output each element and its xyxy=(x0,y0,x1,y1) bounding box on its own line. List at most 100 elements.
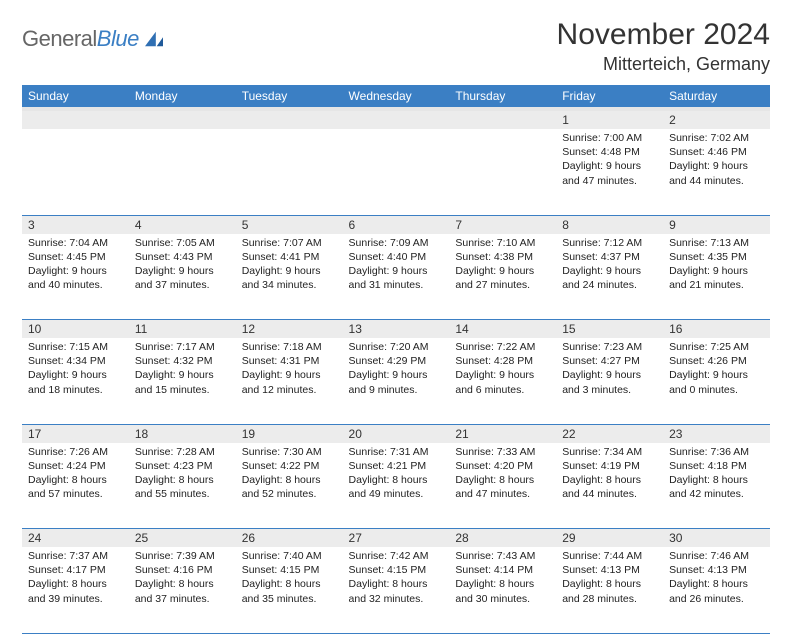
daylight-text: Daylight: 8 hours and 35 minutes. xyxy=(242,577,337,605)
daylight-text: Daylight: 8 hours and 52 minutes. xyxy=(242,473,337,501)
daylight-text: Daylight: 9 hours and 34 minutes. xyxy=(242,264,337,292)
sunrise-text: Sunrise: 7:05 AM xyxy=(135,236,230,250)
sunset-text: Sunset: 4:18 PM xyxy=(669,459,764,473)
day-cell: Sunrise: 7:33 AMSunset: 4:20 PMDaylight:… xyxy=(449,443,556,529)
day-number: 23 xyxy=(663,424,770,443)
sunrise-text: Sunrise: 7:13 AM xyxy=(669,236,764,250)
sunrise-text: Sunrise: 7:23 AM xyxy=(562,340,657,354)
sunrise-text: Sunrise: 7:46 AM xyxy=(669,549,764,563)
day-cell: Sunrise: 7:15 AMSunset: 4:34 PMDaylight:… xyxy=(22,338,129,424)
sunset-text: Sunset: 4:24 PM xyxy=(28,459,123,473)
sail-icon xyxy=(143,30,165,48)
sunset-text: Sunset: 4:21 PM xyxy=(349,459,444,473)
day-cell: Sunrise: 7:39 AMSunset: 4:16 PMDaylight:… xyxy=(129,547,236,633)
daylight-text: Daylight: 9 hours and 37 minutes. xyxy=(135,264,230,292)
day-number: 8 xyxy=(556,215,663,234)
location-label: Mitterteich, Germany xyxy=(557,54,770,75)
brand-name-a: General xyxy=(22,26,97,51)
month-title: November 2024 xyxy=(557,18,770,52)
sunset-text: Sunset: 4:32 PM xyxy=(135,354,230,368)
daylight-text: Daylight: 9 hours and 21 minutes. xyxy=(669,264,764,292)
daylight-text: Daylight: 9 hours and 12 minutes. xyxy=(242,368,337,396)
sunset-text: Sunset: 4:38 PM xyxy=(455,250,550,264)
sunset-text: Sunset: 4:15 PM xyxy=(242,563,337,577)
calendar-header-row: SundayMondayTuesdayWednesdayThursdayFrid… xyxy=(22,85,770,109)
sunset-text: Sunset: 4:45 PM xyxy=(28,250,123,264)
day-number: 2 xyxy=(663,109,770,129)
daylight-text: Daylight: 8 hours and 39 minutes. xyxy=(28,577,123,605)
day-header: Saturday xyxy=(663,85,770,109)
sunrise-text: Sunrise: 7:02 AM xyxy=(669,131,764,145)
sunset-text: Sunset: 4:43 PM xyxy=(135,250,230,264)
day-cell: Sunrise: 7:10 AMSunset: 4:38 PMDaylight:… xyxy=(449,234,556,320)
day-cell xyxy=(236,129,343,215)
day-cell: Sunrise: 7:36 AMSunset: 4:18 PMDaylight:… xyxy=(663,443,770,529)
sunrise-text: Sunrise: 7:42 AM xyxy=(349,549,444,563)
sunset-text: Sunset: 4:20 PM xyxy=(455,459,550,473)
day-cell: Sunrise: 7:22 AMSunset: 4:28 PMDaylight:… xyxy=(449,338,556,424)
sunset-text: Sunset: 4:48 PM xyxy=(562,145,657,159)
day-number xyxy=(22,109,129,129)
sunrise-text: Sunrise: 7:25 AM xyxy=(669,340,764,354)
sunrise-text: Sunrise: 7:31 AM xyxy=(349,445,444,459)
sunrise-text: Sunrise: 7:20 AM xyxy=(349,340,444,354)
daylight-text: Daylight: 8 hours and 28 minutes. xyxy=(562,577,657,605)
day-cell: Sunrise: 7:23 AMSunset: 4:27 PMDaylight:… xyxy=(556,338,663,424)
sunset-text: Sunset: 4:28 PM xyxy=(455,354,550,368)
sunrise-text: Sunrise: 7:04 AM xyxy=(28,236,123,250)
sunrise-text: Sunrise: 7:33 AM xyxy=(455,445,550,459)
day-cell xyxy=(343,129,450,215)
day-number: 13 xyxy=(343,320,450,339)
day-number: 1 xyxy=(556,109,663,129)
sunset-text: Sunset: 4:27 PM xyxy=(562,354,657,368)
sunset-text: Sunset: 4:13 PM xyxy=(669,563,764,577)
sunrise-text: Sunrise: 7:36 AM xyxy=(669,445,764,459)
sunrise-text: Sunrise: 7:26 AM xyxy=(28,445,123,459)
day-number: 28 xyxy=(449,529,556,548)
brand-name: GeneralBlue xyxy=(22,26,139,52)
day-cell: Sunrise: 7:44 AMSunset: 4:13 PMDaylight:… xyxy=(556,547,663,633)
daylight-text: Daylight: 9 hours and 47 minutes. xyxy=(562,159,657,187)
sunset-text: Sunset: 4:37 PM xyxy=(562,250,657,264)
day-cell: Sunrise: 7:43 AMSunset: 4:14 PMDaylight:… xyxy=(449,547,556,633)
sunrise-text: Sunrise: 7:34 AM xyxy=(562,445,657,459)
sunset-text: Sunset: 4:23 PM xyxy=(135,459,230,473)
sunrise-text: Sunrise: 7:39 AM xyxy=(135,549,230,563)
daylight-text: Daylight: 8 hours and 42 minutes. xyxy=(669,473,764,501)
sunset-text: Sunset: 4:15 PM xyxy=(349,563,444,577)
day-number: 11 xyxy=(129,320,236,339)
day-cell: Sunrise: 7:31 AMSunset: 4:21 PMDaylight:… xyxy=(343,443,450,529)
sunset-text: Sunset: 4:29 PM xyxy=(349,354,444,368)
sunrise-text: Sunrise: 7:10 AM xyxy=(455,236,550,250)
day-cell xyxy=(22,129,129,215)
day-cell: Sunrise: 7:42 AMSunset: 4:15 PMDaylight:… xyxy=(343,547,450,633)
sunrise-text: Sunrise: 7:37 AM xyxy=(28,549,123,563)
daylight-text: Daylight: 9 hours and 0 minutes. xyxy=(669,368,764,396)
day-header: Thursday xyxy=(449,85,556,109)
day-header: Monday xyxy=(129,85,236,109)
day-cell: Sunrise: 7:40 AMSunset: 4:15 PMDaylight:… xyxy=(236,547,343,633)
day-cell: Sunrise: 7:00 AMSunset: 4:48 PMDaylight:… xyxy=(556,129,663,215)
day-number: 12 xyxy=(236,320,343,339)
day-cell: Sunrise: 7:09 AMSunset: 4:40 PMDaylight:… xyxy=(343,234,450,320)
daylight-text: Daylight: 8 hours and 57 minutes. xyxy=(28,473,123,501)
day-cell: Sunrise: 7:30 AMSunset: 4:22 PMDaylight:… xyxy=(236,443,343,529)
sunset-text: Sunset: 4:41 PM xyxy=(242,250,337,264)
day-header: Wednesday xyxy=(343,85,450,109)
daylight-text: Daylight: 9 hours and 9 minutes. xyxy=(349,368,444,396)
daylight-text: Daylight: 9 hours and 6 minutes. xyxy=(455,368,550,396)
day-number: 26 xyxy=(236,529,343,548)
day-number: 22 xyxy=(556,424,663,443)
day-cell: Sunrise: 7:34 AMSunset: 4:19 PMDaylight:… xyxy=(556,443,663,529)
sunrise-text: Sunrise: 7:15 AM xyxy=(28,340,123,354)
day-number: 16 xyxy=(663,320,770,339)
calendar-table: SundayMondayTuesdayWednesdayThursdayFrid… xyxy=(22,85,770,634)
sunset-text: Sunset: 4:16 PM xyxy=(135,563,230,577)
day-cell: Sunrise: 7:25 AMSunset: 4:26 PMDaylight:… xyxy=(663,338,770,424)
sunset-text: Sunset: 4:13 PM xyxy=(562,563,657,577)
daylight-text: Daylight: 8 hours and 47 minutes. xyxy=(455,473,550,501)
day-number xyxy=(343,109,450,129)
day-header: Friday xyxy=(556,85,663,109)
daylight-text: Daylight: 8 hours and 49 minutes. xyxy=(349,473,444,501)
day-cell: Sunrise: 7:12 AMSunset: 4:37 PMDaylight:… xyxy=(556,234,663,320)
